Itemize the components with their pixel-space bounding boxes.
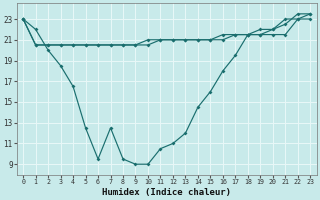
- X-axis label: Humidex (Indice chaleur): Humidex (Indice chaleur): [102, 188, 231, 197]
